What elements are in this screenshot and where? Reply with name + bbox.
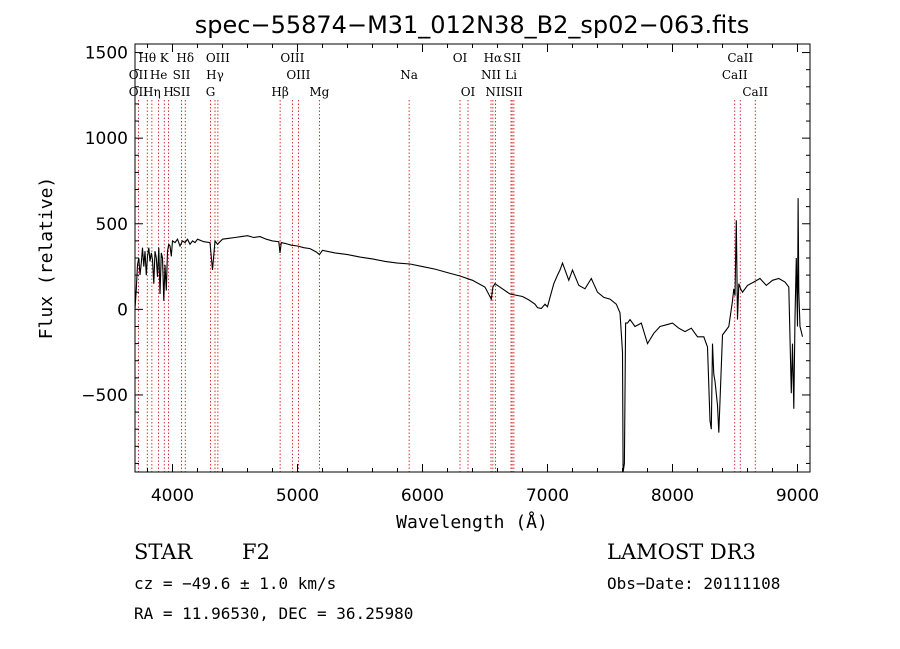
coordinates: RA = 11.96530, DEC = 36.25980 [134, 604, 414, 623]
y-tick-label: 500 [96, 215, 128, 235]
spectral-line-label: G [206, 85, 216, 99]
y-tick-label: 1000 [85, 129, 128, 149]
spectral-line-label: Hδ [176, 51, 194, 65]
y-tick-label: 0 [117, 300, 128, 320]
spectral-line-label: Hα [484, 51, 503, 65]
spectral-line-label: K [160, 51, 170, 65]
spectral-line-label: OI [461, 85, 476, 99]
spectral-line-label: Hθ [138, 51, 156, 65]
y-axis-ticks: −500 0 500 1000 1500 [81, 44, 810, 464]
x-tick-label: 6000 [401, 486, 444, 506]
x-tick-label: 5000 [276, 486, 319, 506]
spectral-line-label: CaII [727, 51, 753, 65]
spectral-line-label: OIII [280, 51, 304, 65]
spectral-line-label: Mg [309, 85, 329, 99]
spectral-line-label: OIII [286, 68, 310, 82]
spectral-line-label: OIII [206, 51, 230, 65]
x-tick-label: 7000 [526, 486, 569, 506]
spectral-line-label: OI [453, 51, 468, 65]
spectral-line-markers [137, 100, 756, 472]
spectral-line-label: SII [173, 85, 191, 99]
chart-title: spec−55874−M31_012N38_B2_sp02−063.fits [195, 11, 749, 39]
spectral-line-label: Na [400, 68, 418, 82]
spectral-line-label: He [150, 68, 168, 82]
spectral-line-label: H [163, 85, 173, 99]
spectrum-line [134, 198, 804, 473]
spectral-line-label: NII [485, 85, 505, 99]
x-tick-label: 4000 [151, 486, 194, 506]
y-tick-label: 1500 [85, 44, 128, 64]
spectral-line-label: SII [505, 85, 523, 99]
spectral-line-label: SII [503, 51, 521, 65]
x-tick-label: 9000 [776, 486, 819, 506]
plot-frame [134, 43, 811, 473]
spectral-line-label: OII [129, 68, 149, 82]
spectrum-chart: spec−55874−M31_012N38_B2_sp02−063.fits H… [36, 11, 819, 533]
redshift-value: cz = −49.6 ± 1.0 km/s [134, 574, 337, 593]
y-tick-label: −500 [81, 386, 128, 406]
spectral-line-label: NII [481, 68, 501, 82]
spectral-line-label: OII [129, 85, 149, 99]
y-axis-label: Flux (relative) [36, 177, 57, 340]
spectral-line-label: CaII [742, 85, 768, 99]
spectral-line-label: Hγ [206, 68, 224, 82]
x-axis-ticks: 4000 5000 6000 7000 8000 9000 [147, 44, 819, 506]
spectral-line-label: SII [173, 68, 191, 82]
spectral-line-label: Li [505, 68, 517, 82]
spectral-line-label: Hβ [271, 85, 288, 99]
survey-name: LAMOST DR3 [607, 540, 756, 564]
spectral-line-label: CaII [722, 68, 748, 82]
spectral-line-label: Hη [143, 85, 161, 99]
observation-date: Obs−Date: 20111108 [607, 574, 781, 593]
x-tick-label: 8000 [651, 486, 694, 506]
spectral-subclass: F2 [242, 540, 270, 564]
object-type: STAR [134, 540, 193, 564]
x-axis-label: Wavelength (Å) [396, 511, 548, 533]
